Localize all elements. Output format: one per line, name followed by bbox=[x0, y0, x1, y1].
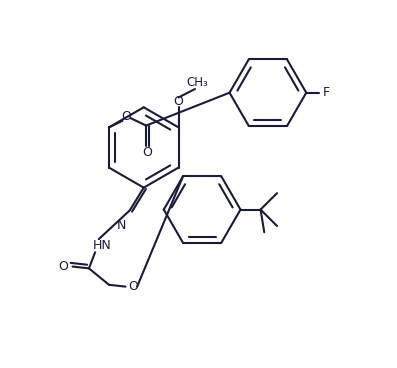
Text: HN: HN bbox=[93, 239, 111, 252]
Text: O: O bbox=[58, 260, 68, 273]
Text: N: N bbox=[117, 219, 127, 232]
Text: F: F bbox=[323, 86, 330, 99]
Text: O: O bbox=[173, 95, 183, 107]
Text: O: O bbox=[128, 280, 138, 293]
Text: CH₃: CH₃ bbox=[186, 76, 208, 89]
Text: O: O bbox=[143, 146, 152, 159]
Text: O: O bbox=[121, 110, 131, 123]
